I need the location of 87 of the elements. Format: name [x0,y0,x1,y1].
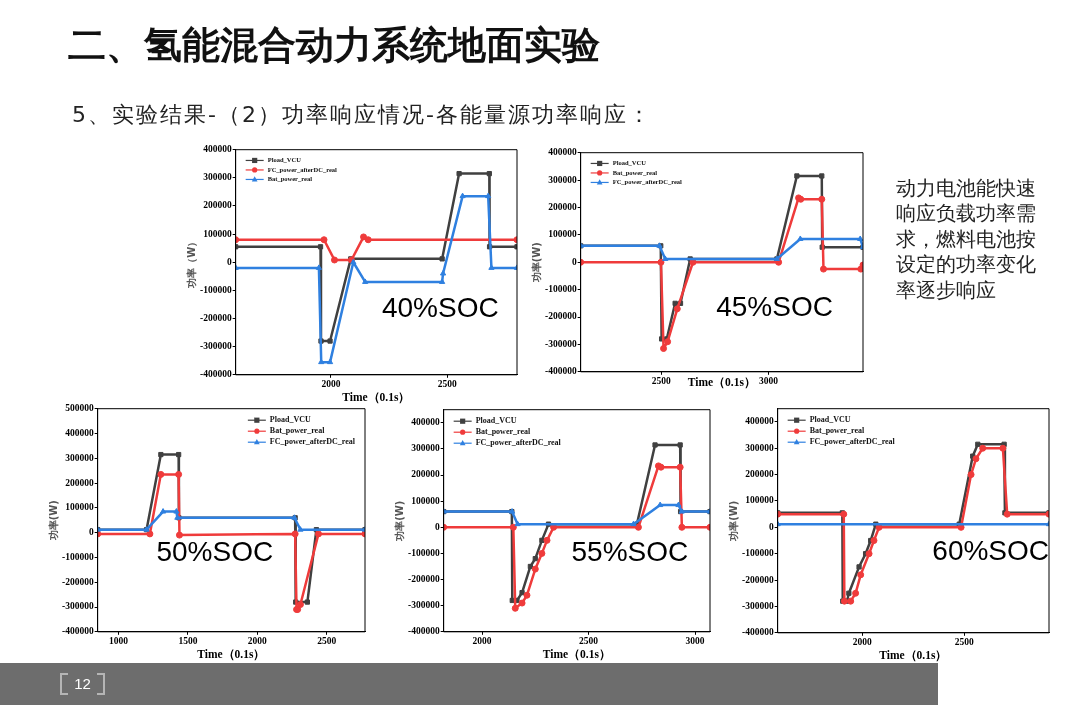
y-tick-label: 300000 [65,452,94,463]
y-tick-label: -100000 [61,551,94,562]
legend-label: Bat_power_real [475,427,531,437]
annotation: 50%SOC [156,536,274,568]
x-tick-label: 2000 [472,635,492,646]
x-tick-label: 1000 [108,635,129,646]
text: 5、实验结果-（2）功率响应情况-各能量源功率响应： [72,101,652,129]
y-axis-title: 功率(W) [727,500,739,542]
y-tick-label: -400000 [407,626,440,637]
y-tick-label: 400000 [745,416,774,427]
legend-label: FC_power_afterDC_real [809,437,896,447]
x-tick-label: 2000 [852,636,873,647]
annotation: 55%SOC [571,535,689,567]
y-tick-label: -100000 [741,548,774,559]
y-tick-label: -400000 [199,369,232,380]
x-tick-label: 3000 [759,375,779,386]
y-tick-label: 0 [226,256,232,267]
annotation: 45%SOC [716,290,833,322]
y-tick-label: -400000 [544,366,577,377]
legend-label: Pload_VCU [269,415,311,425]
x-axis-title: Time（0.1s） [879,649,948,663]
text: 二、氢能混合动力系统地面实验 [68,22,600,69]
y-tick-label: -300000 [199,341,232,352]
y-tick-label: -400000 [741,627,774,638]
y-tick-label: -300000 [741,600,774,611]
y-tick-label: -200000 [61,576,94,587]
legend-label: FC_power_afterDC_real [475,438,562,448]
y-axis-title: 功率(W) [393,500,405,542]
x-axis-title: Time（0.1s） [687,376,756,390]
x-tick-label: 2500 [437,378,457,389]
y-tick-label: -100000 [407,547,440,558]
x-axis-title: Time（0.1s） [197,648,266,662]
y-tick-label: -300000 [61,601,94,612]
x-tick-label: 2000 [247,635,268,646]
y-tick-label: 300000 [745,442,774,453]
legend-label: FC_power_afterDC_real [269,437,356,447]
y-tick-label: -200000 [741,574,774,585]
y-tick-label: 300000 [548,174,577,185]
y-tick-label: 400000 [411,417,440,428]
y-tick-label: -300000 [407,600,440,611]
x-tick-label: 2500 [651,375,671,386]
y-tick-label: 300000 [411,443,440,454]
legend-label: Pload_VCU [809,415,851,425]
y-tick-label: -200000 [407,573,440,584]
x-tick-label: 2500 [954,636,975,647]
y-tick-label: 200000 [203,200,232,211]
x-axis-title: Time（0.1s） [542,648,611,662]
text: 12 [73,674,92,694]
y-tick-label: 200000 [65,477,94,488]
x-tick-label: 3000 [685,635,705,646]
y-tick-label: 200000 [411,469,440,480]
y-tick-label: -200000 [544,311,577,322]
x-tick-label: 1500 [178,635,198,646]
y-tick-label: -200000 [199,312,232,323]
y-axis-title: 功率（W） [185,236,197,289]
y-tick-label: 0 [768,521,774,532]
y-tick-label: 200000 [745,469,774,480]
legend-label: Bat_power_real [809,426,865,436]
y-tick-label: 400000 [65,427,94,438]
y-tick-label: 0 [434,521,440,532]
y-tick-label: 100000 [411,495,440,506]
y-axis-title: 功率(W) [530,242,542,284]
y-tick-label: 400000 [548,147,577,158]
y-tick-label: 0 [88,527,94,538]
y-tick-label: 300000 [203,172,232,183]
y-tick-label: -400000 [61,626,94,637]
y-tick-label: 100000 [65,502,94,513]
y-tick-label: -100000 [199,284,232,295]
y-tick-label: 100000 [548,229,577,240]
y-tick-label: 200000 [548,201,577,212]
x-tick-label: 2000 [321,378,341,389]
y-tick-label: 400000 [203,144,232,155]
legend-label: Bat_power_real [269,426,326,436]
annotation: 40%SOC [381,292,499,324]
x-axis-title: Time（0.1s） [342,391,411,405]
y-tick-label: 500000 [65,403,94,414]
annotation: 60%SOC [932,534,1050,566]
y-tick-label: -100000 [544,284,577,295]
x-tick-label: 2500 [579,635,599,646]
legend-label: Pload_VCU [475,416,517,426]
y-tick-label: 100000 [745,495,774,506]
y-tick-label: 100000 [203,228,232,239]
x-tick-label: 2500 [317,635,337,646]
y-axis-title: 功率(W) [47,500,59,542]
y-tick-label: -300000 [544,338,577,349]
text: 动力电池能快速响应负载功率需求，燃料电池按设定的功率变化率逐步响应 [896,176,1037,304]
y-tick-label: 0 [571,256,577,267]
